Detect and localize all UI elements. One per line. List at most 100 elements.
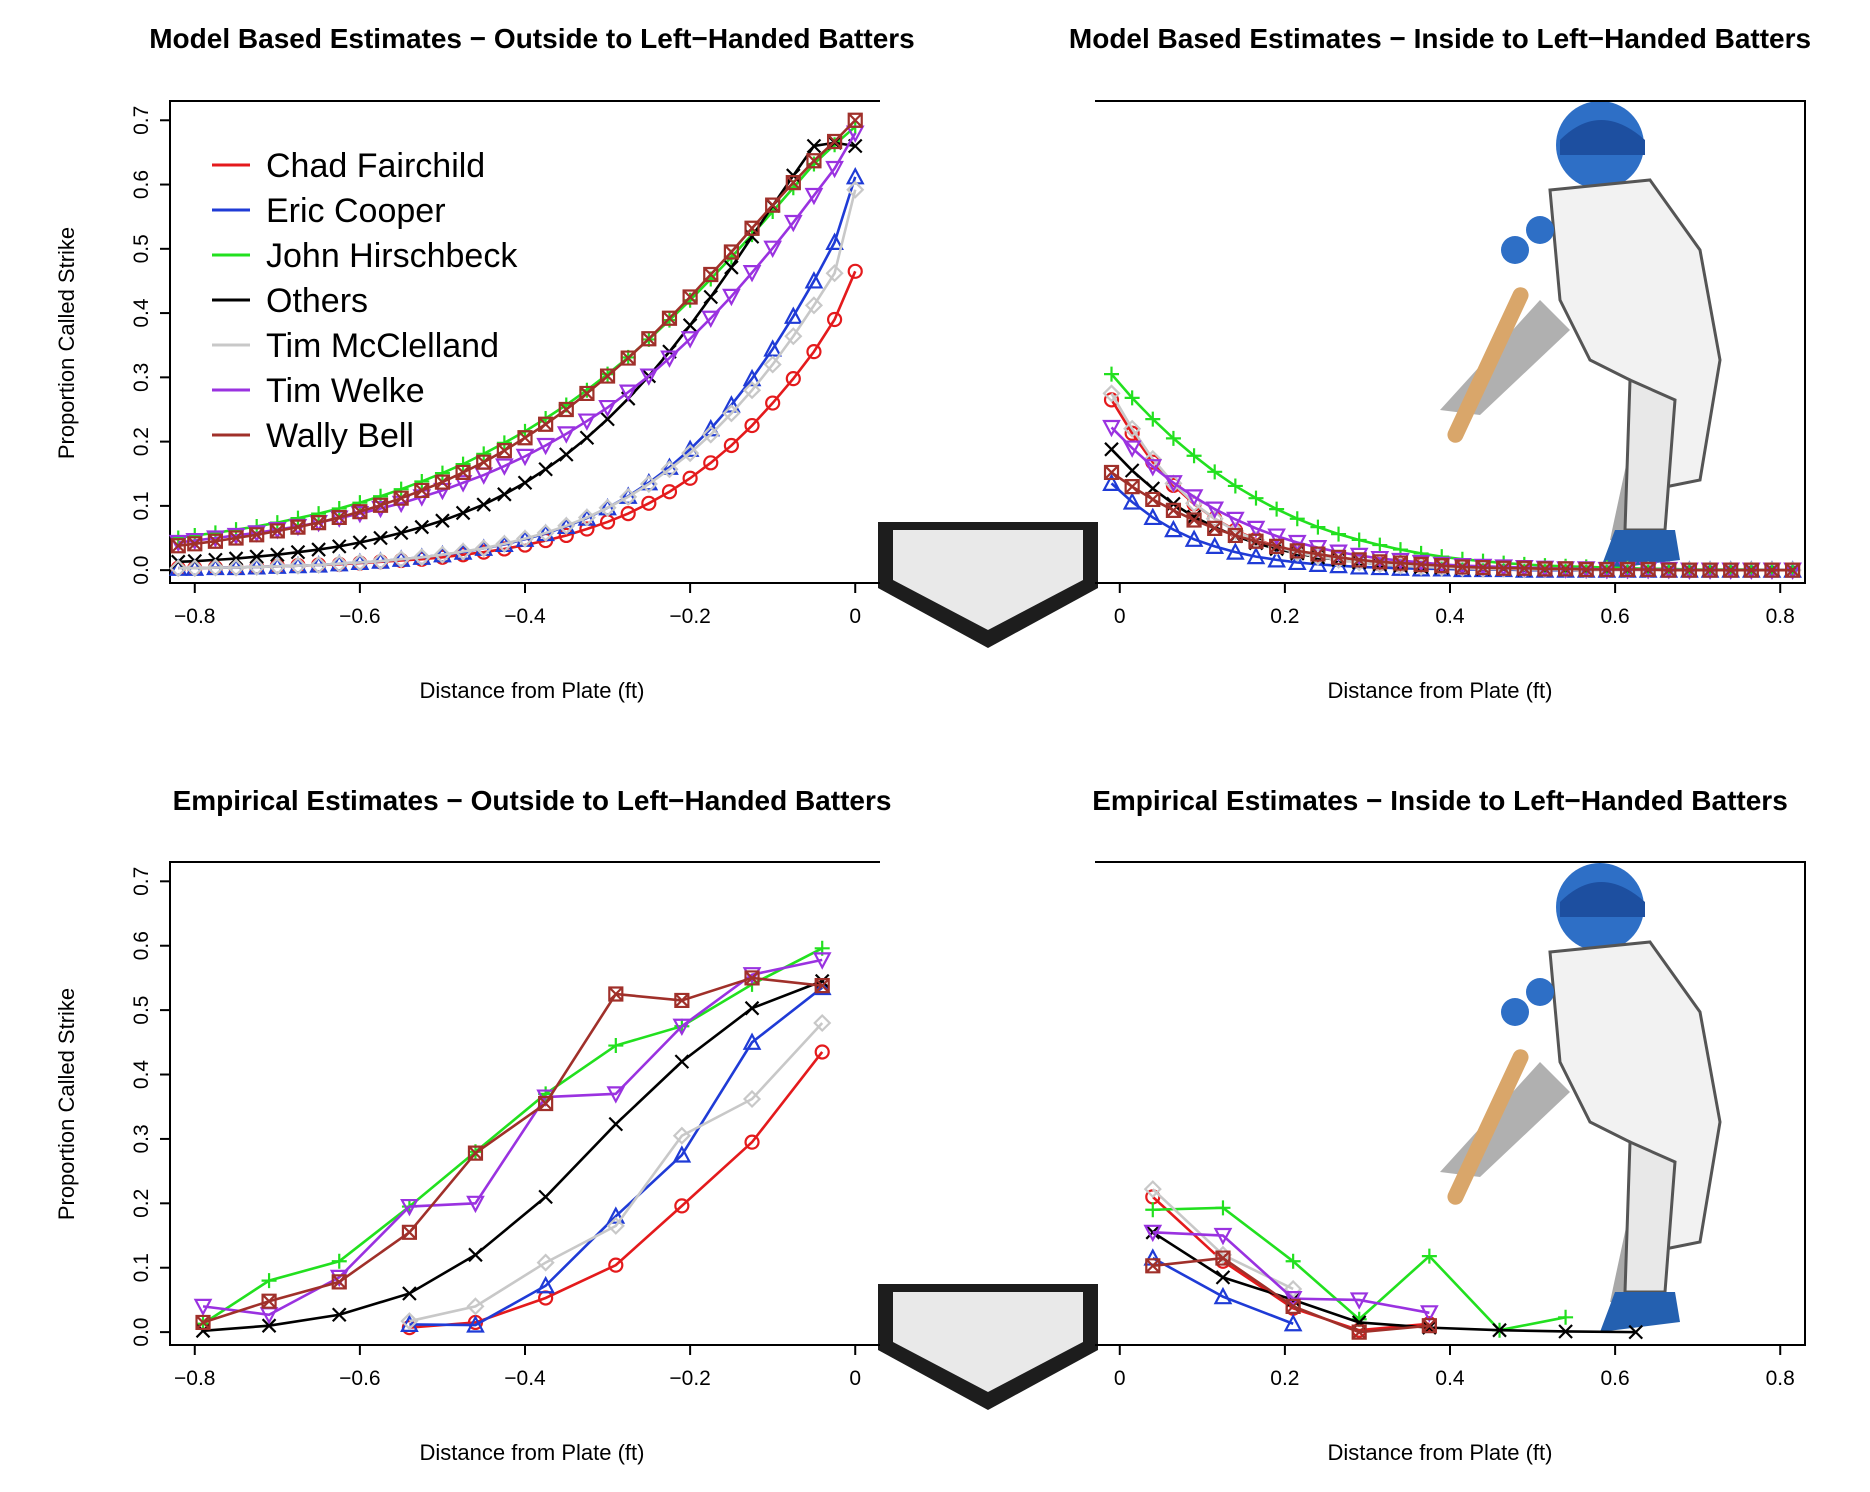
legend-item: Eric Cooper bbox=[212, 192, 446, 230]
series-john-hirschbeck bbox=[195, 940, 830, 1332]
home-plate-icon bbox=[878, 1284, 1098, 1410]
data-point bbox=[1285, 1298, 1301, 1314]
data-point bbox=[515, 448, 535, 467]
data-point bbox=[1434, 549, 1450, 565]
data-point bbox=[1351, 552, 1367, 568]
data-point bbox=[785, 371, 801, 387]
data-point bbox=[1284, 1279, 1303, 1299]
y-tick-label: 0.3 bbox=[130, 1124, 153, 1153]
data-point bbox=[722, 288, 741, 307]
data-point bbox=[825, 160, 844, 179]
data-point bbox=[517, 430, 533, 446]
data-point bbox=[1764, 562, 1780, 578]
data-point bbox=[1287, 534, 1307, 553]
data-point bbox=[1184, 489, 1204, 507]
series-wally-bell bbox=[1145, 1250, 1437, 1340]
data-point bbox=[639, 368, 659, 386]
y-tick-label: 0.5 bbox=[130, 996, 153, 1025]
data-point bbox=[453, 475, 473, 493]
data-point bbox=[393, 490, 409, 506]
panel-1: 0 0.2 0.4 0.6 0.8 bbox=[1095, 100, 1806, 628]
data-point bbox=[620, 505, 636, 522]
data-point bbox=[1226, 511, 1245, 530]
data-point bbox=[682, 289, 698, 305]
batter-illustration bbox=[1440, 863, 1722, 1332]
data-point bbox=[763, 240, 783, 259]
data-point bbox=[1184, 529, 1204, 547]
y-tick-label: 0.1 bbox=[130, 1253, 153, 1282]
data-point bbox=[261, 1273, 277, 1289]
data-point bbox=[1289, 511, 1305, 527]
data-point bbox=[311, 542, 326, 557]
data-point bbox=[1267, 528, 1286, 546]
data-point bbox=[1496, 560, 1512, 576]
series-tim-mcclelland bbox=[1143, 1180, 1303, 1299]
data-point bbox=[1310, 546, 1326, 562]
x-tick-label: 0.2 bbox=[1270, 1367, 1299, 1390]
data-point bbox=[559, 447, 574, 462]
data-point bbox=[661, 484, 678, 500]
data-point bbox=[401, 1224, 418, 1240]
y-tick-label: 0.6 bbox=[130, 170, 153, 199]
x-axis-label-model-outside: Distance from Plate (ft) bbox=[420, 678, 645, 703]
data-point bbox=[1248, 533, 1264, 549]
series-line bbox=[409, 986, 824, 1327]
data-point bbox=[1226, 542, 1245, 560]
series-others bbox=[1145, 1225, 1644, 1340]
data-point bbox=[1285, 1253, 1301, 1269]
data-point bbox=[744, 970, 760, 986]
data-point bbox=[1743, 562, 1759, 578]
data-point bbox=[723, 244, 739, 260]
data-point bbox=[608, 1257, 624, 1273]
data-point bbox=[331, 509, 347, 526]
data-point bbox=[1516, 560, 1532, 576]
data-point bbox=[1454, 559, 1470, 575]
x-tick-label: 0 bbox=[1114, 1367, 1126, 1390]
data-point bbox=[1207, 464, 1223, 480]
data-point bbox=[261, 1293, 277, 1309]
data-point bbox=[744, 1000, 760, 1016]
data-point bbox=[1267, 550, 1286, 568]
data-point bbox=[226, 527, 246, 546]
data-point bbox=[723, 437, 739, 454]
legend-label: Eric Cooper bbox=[266, 192, 446, 230]
x-tick-label: −0.6 bbox=[339, 605, 380, 628]
data-point bbox=[577, 413, 597, 431]
legend-item: Tim McClelland bbox=[212, 327, 499, 365]
data-point bbox=[783, 306, 803, 324]
data-point bbox=[1269, 538, 1285, 554]
data-point bbox=[269, 523, 285, 539]
legend-label: Wally Bell bbox=[266, 417, 414, 455]
data-point bbox=[641, 331, 657, 347]
data-point bbox=[1558, 1309, 1574, 1325]
data-point bbox=[1103, 392, 1120, 408]
data-point bbox=[661, 310, 678, 326]
data-point bbox=[556, 426, 576, 444]
data-point bbox=[455, 505, 471, 521]
data-point bbox=[681, 444, 700, 463]
data-point bbox=[1557, 561, 1574, 577]
legend-label: Chad Fairchild bbox=[266, 147, 485, 185]
x-tick-label: 0.6 bbox=[1601, 605, 1630, 628]
data-point bbox=[1145, 1225, 1161, 1240]
legend-label: Tim McClelland bbox=[266, 327, 499, 365]
data-point bbox=[538, 1189, 553, 1205]
data-point bbox=[1143, 459, 1163, 477]
x-tick-label: −0.4 bbox=[504, 1367, 546, 1390]
data-point bbox=[1215, 1270, 1231, 1285]
panel-2: −0.8 −0.6 −0.4 −0.2 0 0.0 0.1 0.2 0.3 0.4 0.5 0.6 0.… bbox=[130, 861, 880, 1390]
y-tick-label: 0.2 bbox=[130, 427, 153, 456]
data-point bbox=[660, 350, 679, 368]
data-point bbox=[1351, 1311, 1367, 1327]
data-point bbox=[1145, 411, 1161, 427]
data-point bbox=[538, 416, 554, 432]
series-chad-fairchild bbox=[401, 1044, 830, 1336]
data-point bbox=[288, 556, 308, 575]
batter-illustration bbox=[1440, 101, 1722, 570]
data-point bbox=[1143, 507, 1163, 526]
data-point bbox=[812, 952, 832, 970]
data-point bbox=[703, 266, 719, 283]
data-point bbox=[722, 404, 741, 423]
series-line bbox=[178, 141, 856, 564]
y-tick-label: 0.0 bbox=[130, 1318, 153, 1347]
